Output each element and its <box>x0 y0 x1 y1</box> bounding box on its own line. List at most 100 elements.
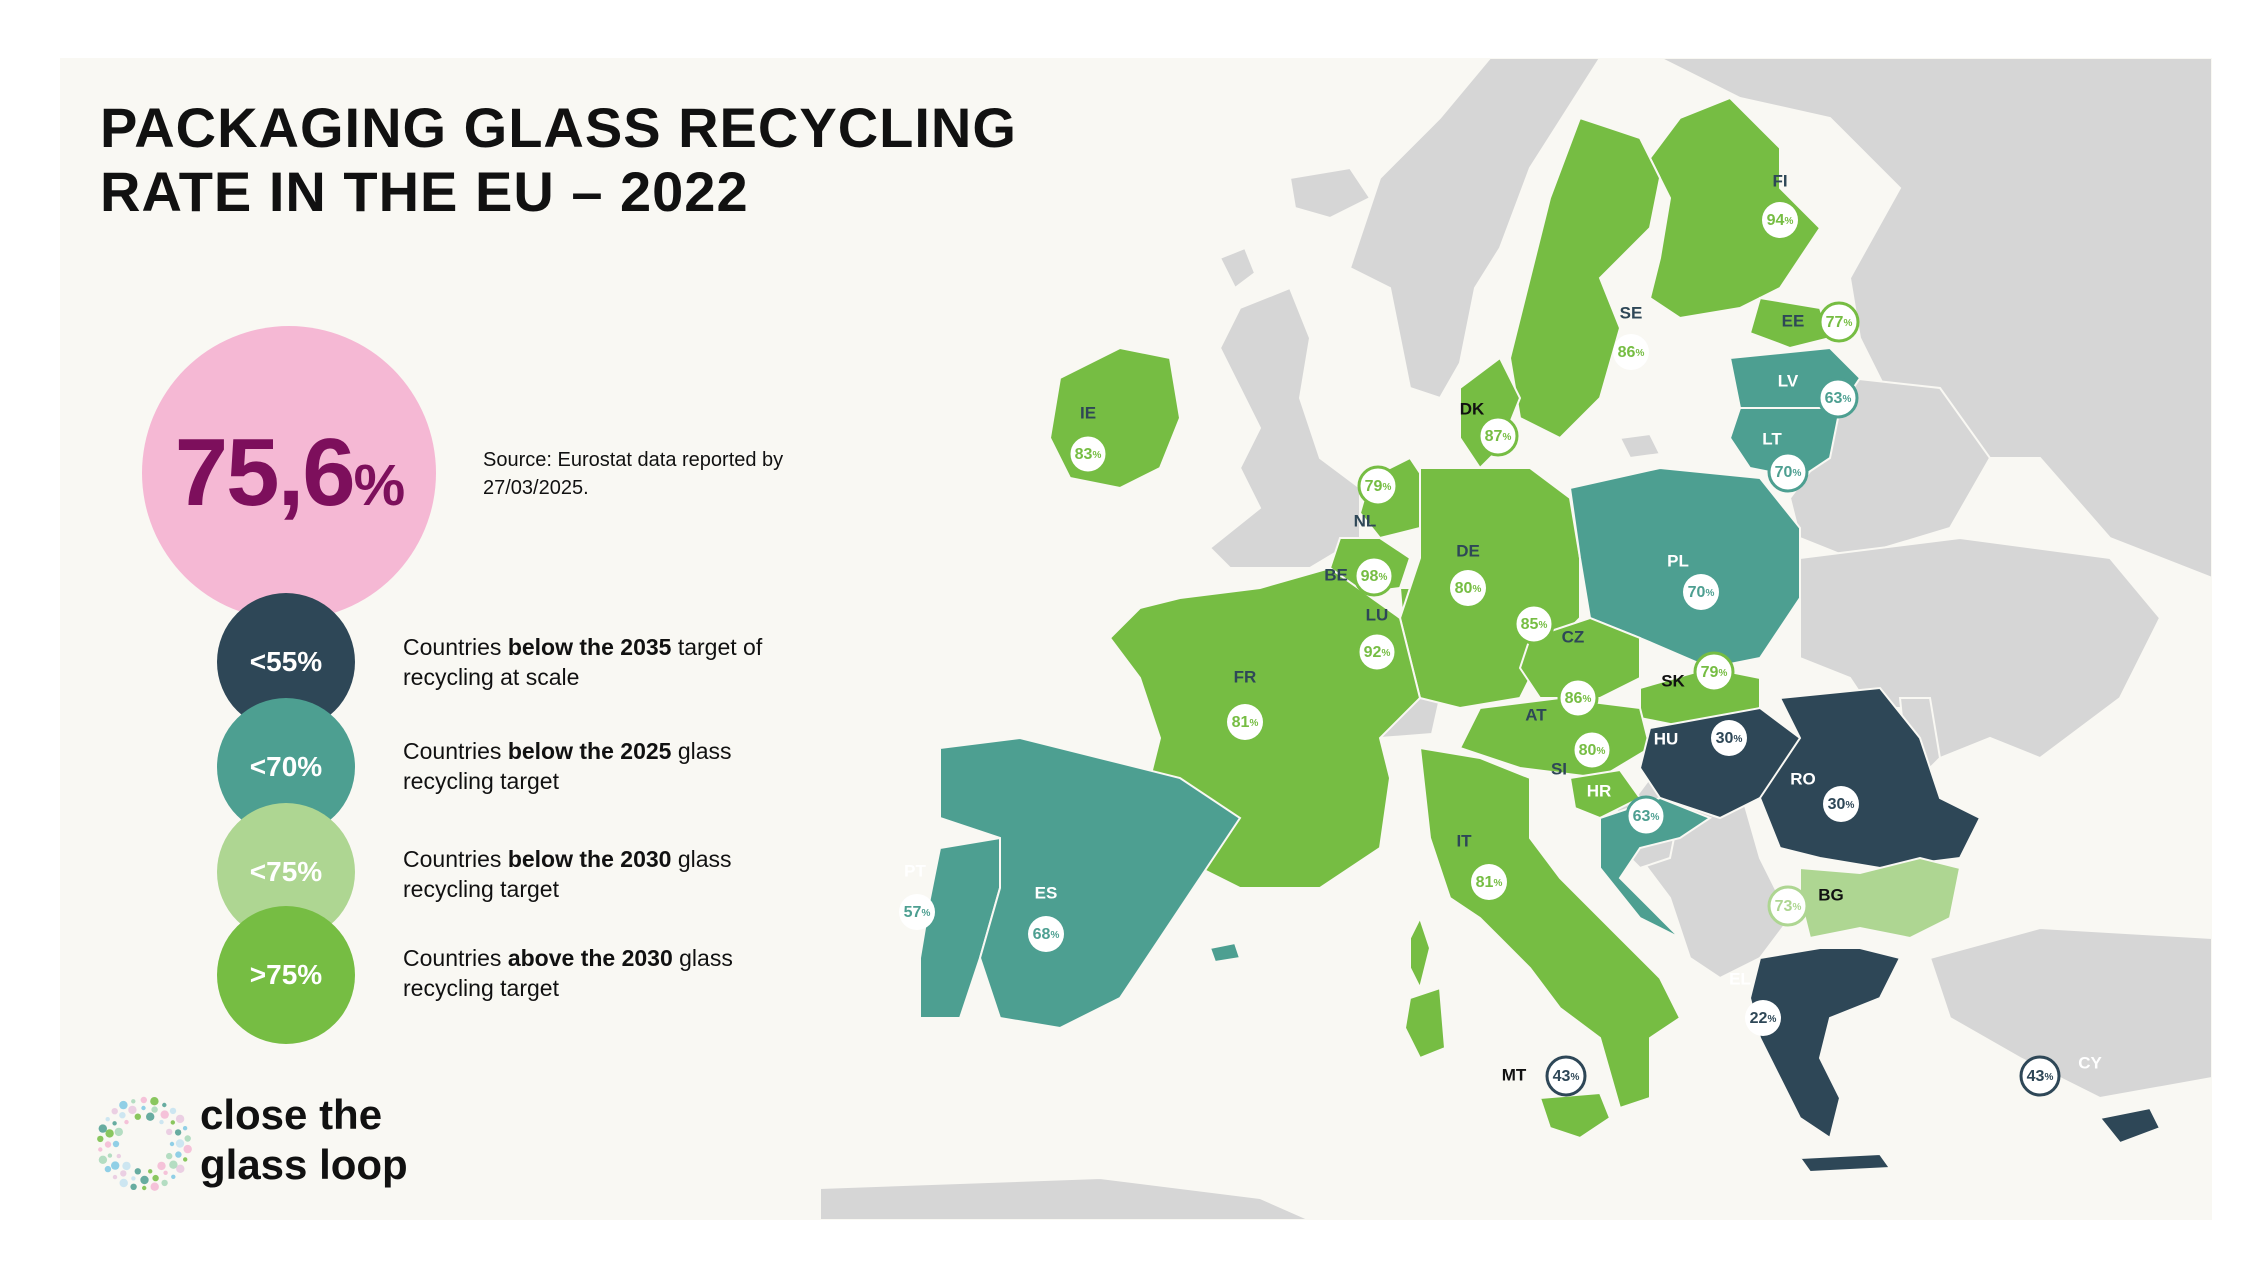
legend-text-bold: below the 2035 <box>507 634 672 660</box>
great-britain-shape <box>1208 286 1361 569</box>
legend-text-pre: Countries <box>403 846 508 872</box>
value-badge-dk <box>1477 415 1519 457</box>
value-badge-lu <box>1356 631 1398 673</box>
country-label-nl: NL <box>1354 511 1377 530</box>
poland-shape <box>1568 466 1801 670</box>
value-text-ee: 77% <box>1826 314 1853 331</box>
country-label-lu: LU <box>1366 605 1389 624</box>
value-text-si: 80% <box>1579 742 1606 759</box>
value-text-fi: 94% <box>1767 212 1794 229</box>
country-label-se: SE <box>1620 303 1643 322</box>
balearic-shape <box>1208 941 1242 964</box>
country-label-lt: LT <box>1762 429 1782 448</box>
value-badge-lt <box>1767 451 1809 493</box>
eu-countries <box>919 96 2162 1174</box>
turkey-shape <box>1928 926 2212 1100</box>
value-text-it: 81% <box>1476 874 1503 891</box>
greece-shape <box>1748 947 1902 1140</box>
page-title: PACKAGING GLASS RECYCLING RATE IN THE EU… <box>100 96 1017 224</box>
legend-text-above-2030: Countries above the 2030 glass recycling… <box>403 943 823 1003</box>
eu-total-number: 75,6 <box>174 419 356 526</box>
value-text-nl: 79% <box>1365 478 1392 495</box>
country-label-fr: FR <box>1234 667 1257 686</box>
croatia-shape <box>1599 796 1713 939</box>
country-label-pl: PL <box>1667 551 1689 570</box>
sicily-shape <box>1538 1091 1612 1140</box>
value-text-hu: 30% <box>1716 730 1743 747</box>
value-badge-it <box>1471 864 1507 900</box>
finland-shape <box>1648 96 1822 320</box>
iceland-shape <box>1288 166 1372 220</box>
value-text-bg: 73% <box>1775 898 1802 915</box>
glass-loop-logo-icon <box>97 1096 192 1191</box>
value-text-se: 86% <box>1618 344 1645 361</box>
country-label-pt: PT <box>904 861 926 880</box>
corsica-shape <box>1409 915 1432 991</box>
value-text-be: 98% <box>1361 568 1388 585</box>
country-label-ro: RO <box>1790 769 1816 788</box>
title-line-1: PACKAGING GLASS RECYCLING <box>100 96 1017 159</box>
sardinia-shape <box>1403 986 1447 1060</box>
value-text-lu: 92% <box>1364 644 1391 661</box>
source-note: Source: Eurostat data reported by 27/03/… <box>483 449 784 499</box>
value-text-cy: 43% <box>2027 1068 2054 1085</box>
value-badge-nl <box>1357 465 1399 507</box>
infographic-card: FI 94% SE 86% EE 77% LV 63% LT 70% DK 87% IE 83% NL 79%… <box>60 58 2212 1220</box>
value-badge-hr <box>1625 795 1667 837</box>
value-text-fr: 81% <box>1232 714 1259 731</box>
legend-text-post: glass recycling target <box>403 846 732 902</box>
scotland-islands-shape <box>1218 246 1257 290</box>
legend-text-bold: above the 2030 <box>507 945 673 971</box>
crete-shape <box>1798 1152 1892 1174</box>
value-text-sk: 79% <box>1701 664 1728 681</box>
value-badge-de <box>1450 570 1486 606</box>
legend-text-bold: below the 2025 <box>507 738 672 764</box>
value-badge-at <box>1557 677 1599 719</box>
value-text-dk: 87% <box>1485 428 1512 445</box>
country-label-fi: FI <box>1772 171 1787 190</box>
legend-text-pre: Countries <box>403 945 508 971</box>
value-text-pl: 70% <box>1688 584 1715 601</box>
country-label-mt: MT <box>1502 1065 1527 1084</box>
value-badge-fr <box>1227 704 1263 740</box>
value-badge-pt <box>899 894 935 930</box>
country-label-si: SI <box>1551 759 1567 778</box>
sweden-shape <box>1508 116 1662 440</box>
brand-line-2: glass loop <box>200 1141 408 1188</box>
value-badge-si <box>1571 729 1613 771</box>
country-label-hu: HU <box>1654 729 1679 748</box>
value-text-mt: 43% <box>1553 1068 1580 1085</box>
north-africa-shape <box>819 1176 1311 1220</box>
slovenia-shape <box>1568 768 1642 820</box>
country-label-el: EL <box>1729 969 1751 988</box>
country-label-dk: DK <box>1460 399 1485 418</box>
value-text-lv: 63% <box>1825 390 1852 407</box>
country-label-de: DE <box>1456 541 1480 560</box>
eu-total-unit: % <box>353 453 406 518</box>
ireland-shape <box>1048 346 1182 490</box>
norway-shape <box>1348 58 1602 400</box>
country-label-be: BE <box>1324 565 1348 584</box>
value-text-ie: 83% <box>1075 446 1102 463</box>
value-text-hr: 63% <box>1633 808 1660 825</box>
eu-total-bubble: 75,6% <box>142 326 436 620</box>
value-badge-sk <box>1693 651 1735 693</box>
legend-text-below-2030: Countries below the 2030 glass recycling… <box>403 844 823 904</box>
italy-shape <box>1418 746 1682 1110</box>
legend-text-post: target of recycling at scale <box>403 634 763 690</box>
country-label-bg: BG <box>1818 885 1844 904</box>
legend-text-post: glass recycling target <box>403 738 732 794</box>
value-badge-se <box>1613 334 1649 370</box>
value-text-pt: 57% <box>904 904 931 921</box>
legend-text-bold: below the 2030 <box>507 846 672 872</box>
value-badge-cz <box>1513 603 1555 645</box>
value-text-cz: 85% <box>1521 616 1548 633</box>
value-badge-mt <box>1545 1055 1587 1097</box>
country-label-at: AT <box>1525 705 1547 724</box>
value-badge-bg <box>1767 885 1809 927</box>
country-label-cy: CY <box>2078 1053 2102 1072</box>
value-text-es: 68% <box>1033 926 1060 943</box>
legend-text-pre: Countries <box>403 634 508 660</box>
bulgaria-shape <box>1799 856 1962 940</box>
